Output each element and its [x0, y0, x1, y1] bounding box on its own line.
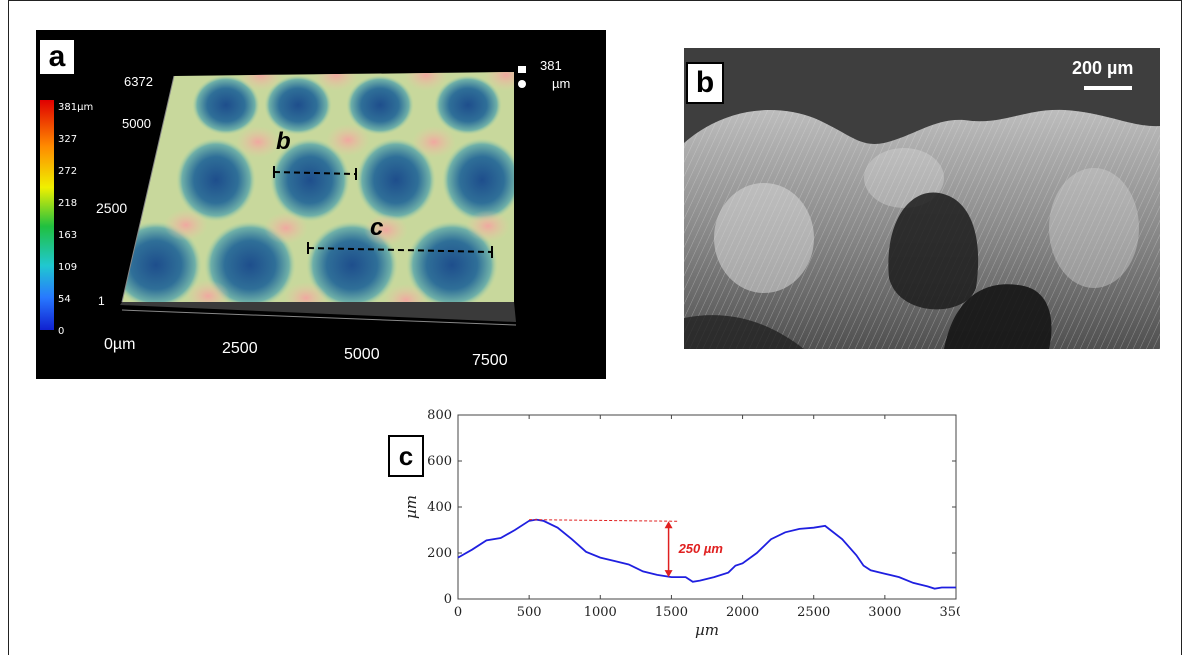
x-label-0: 0µm: [104, 336, 136, 353]
x-label-5000: 5000: [344, 346, 380, 363]
y-axis-label: µm: [402, 495, 420, 519]
surface-peak: [484, 72, 514, 91]
y-tick-label: 200: [427, 546, 452, 561]
surface-well: [192, 75, 260, 135]
panel-a-surface-plot: a 381µm 327 272 218 163 109 54 0 6372 5000 2500…: [36, 30, 606, 379]
y-tick-label: 0: [444, 592, 452, 607]
arrow-head-top: [664, 521, 673, 529]
sem-cross-section: [684, 48, 1160, 349]
figure-frame: [8, 0, 1182, 655]
marker-b-label: b: [276, 128, 291, 155]
plot-area: [457, 414, 957, 600]
surface-well: [434, 75, 502, 135]
x-tick-label: 3500: [939, 605, 960, 620]
surface-peak: [466, 210, 510, 242]
surface: [122, 72, 514, 302]
marker-c-label: c: [370, 214, 384, 241]
marker-b-line: [273, 166, 357, 180]
x-tick-label: 1000: [584, 605, 617, 620]
x-label-2500: 2500: [222, 340, 258, 357]
y-tick-label: 600: [427, 454, 452, 469]
surface-3d-render: [40, 66, 526, 330]
surface-well: [356, 138, 436, 222]
y-tick-label: 800: [427, 408, 452, 423]
colorbar-label: 327: [58, 134, 78, 145]
surface-peak: [186, 280, 230, 302]
surface-peak: [404, 72, 448, 91]
profile-line: [457, 518, 956, 590]
z-top-unit: µm: [552, 76, 571, 91]
y-label-5000: 5000: [122, 116, 151, 131]
surface-peak: [164, 209, 208, 241]
colorbar-label: 272: [58, 166, 78, 177]
surface-well: [442, 138, 514, 222]
panel-b-letter: b: [686, 62, 724, 104]
panel-c-profile-chart: 0 500 1000 1500 2000 2500 3000 3500 0 200 400 600 80…: [380, 405, 973, 650]
scale-bar-label: 200 µm: [1072, 58, 1134, 78]
profile-chart: 0 500 1000 1500 2000 2500 3000 3500 0 200 400 600 80…: [402, 408, 973, 639]
x-tick-label: 2500: [797, 605, 830, 620]
surface-peak: [314, 72, 358, 91]
x-tick-label: 2000: [726, 605, 759, 620]
y-label-1: 1: [98, 294, 105, 308]
y-label-2500: 2500: [96, 200, 128, 216]
surface-peak: [412, 126, 456, 158]
colorbar-label: 54: [58, 294, 71, 305]
colorbar-label: 381µm: [58, 102, 94, 113]
panel-c-letter: c: [388, 435, 424, 477]
colorbar-label: 0: [58, 326, 65, 337]
surface-peak: [326, 124, 370, 156]
colorbar-label: 109: [58, 262, 78, 273]
x-tick-label: 0: [454, 605, 462, 620]
colorbar-label: 163: [58, 230, 78, 241]
y-tick-label: 400: [427, 500, 452, 515]
x-axis-label: µm: [695, 621, 719, 639]
surface-peak: [239, 72, 283, 91]
surface-peak: [264, 212, 308, 244]
panel-a-letter: a: [38, 38, 76, 76]
x-tick-label: 1500: [655, 605, 688, 620]
surface-peak: [284, 282, 328, 302]
y-label-top: 6372: [124, 74, 153, 89]
surface-well: [270, 138, 350, 222]
surface-peak: [364, 214, 408, 246]
marker-c-line: [307, 242, 493, 258]
surface-peak: [236, 126, 280, 158]
x-label-7500: 7500: [472, 352, 508, 369]
height-annotation: 250 µm: [678, 541, 724, 556]
arrow-head-bottom: [664, 570, 673, 578]
z-top-value: 381: [540, 58, 562, 73]
panel-b-sem-image: b 200 µm: [684, 48, 1160, 349]
surface-peak: [384, 284, 428, 302]
x-tick-label: 500: [517, 605, 542, 620]
colorbar: [40, 100, 54, 330]
x-tick-label: 3000: [868, 605, 901, 620]
surface-well: [406, 221, 498, 302]
surface-well: [176, 138, 256, 222]
colorbar-label: 218: [58, 198, 78, 209]
surface-well: [346, 75, 414, 135]
surface-well: [204, 221, 296, 302]
surface-well: [264, 75, 332, 135]
